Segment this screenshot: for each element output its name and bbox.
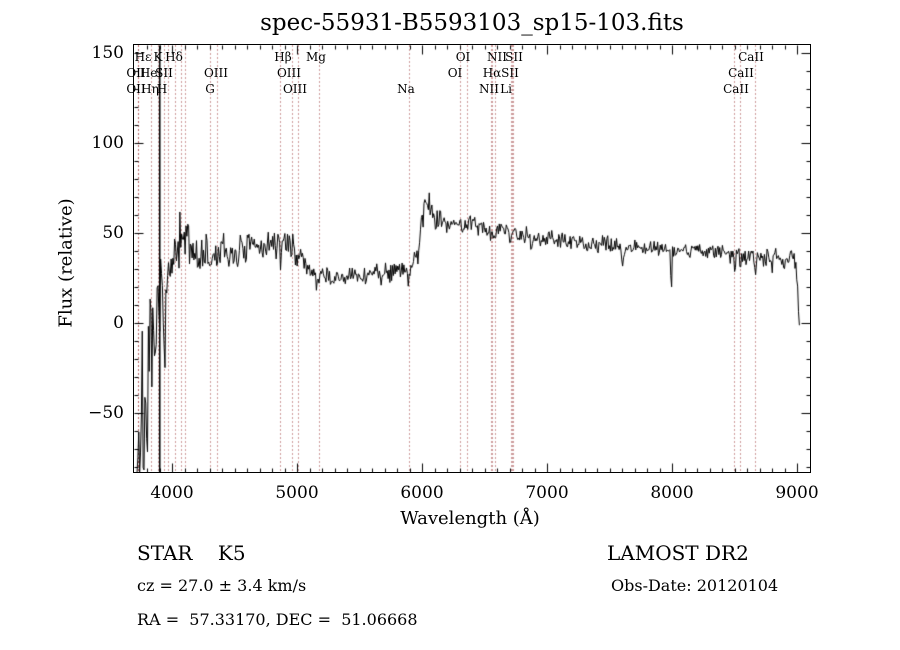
x-tick-label: 7000	[525, 483, 569, 503]
line-marker-label: Hη	[141, 82, 159, 96]
x-tick-label: 8000	[650, 483, 694, 503]
line-marker-label: Hα	[482, 66, 502, 80]
object-class-label: STAR K5	[137, 541, 246, 565]
spectrum-canvas	[134, 45, 810, 472]
line-marker-label: OI	[455, 50, 471, 64]
line-marker-label: Hε	[134, 50, 152, 64]
survey-label: LAMOST DR2	[607, 541, 749, 565]
line-marker-label: NII	[479, 82, 499, 96]
obs-date-value: Obs-Date: 20120104	[611, 576, 779, 595]
line-marker-label: CaII	[723, 82, 749, 96]
line-marker-label: H	[156, 82, 168, 96]
line-marker-label: Mg	[306, 50, 326, 64]
line-marker-label: Na	[397, 82, 415, 96]
y-tick-label: 0	[113, 313, 124, 333]
line-marker-label: K	[153, 50, 163, 64]
line-marker-label: G	[205, 82, 215, 96]
radec-value: RA = 57.33170, DEC = 51.06668	[137, 610, 418, 629]
line-marker-label: OIII	[203, 66, 229, 80]
x-axis-title: Wavelength (Å)	[400, 508, 540, 529]
line-marker-label: OII	[126, 82, 146, 96]
line-marker-label: OII	[126, 66, 146, 80]
line-marker-label: OIII	[282, 82, 308, 96]
line-marker-label: SII	[155, 66, 173, 80]
line-marker-label: NII	[487, 50, 507, 64]
line-marker-label: Hδ	[165, 50, 183, 64]
plot-area: Hε K Hδ Hβ Mg OI NII SII CaII OII HeI SII OIII OIII OI…	[126, 44, 811, 473]
line-marker-label: SII	[505, 50, 523, 64]
line-marker-label: OIII	[276, 66, 302, 80]
line-marker-label: OI	[447, 66, 463, 80]
line-marker-label: CaII	[728, 66, 754, 80]
line-marker-label: SII	[501, 66, 519, 80]
line-marker-label: Li	[500, 82, 512, 96]
y-tick-label: −50	[88, 403, 124, 423]
line-marker-label: HeI	[139, 66, 163, 80]
y-tick-label: 150	[91, 43, 124, 63]
plot-title: spec-55931-B5593103_sp15-103.fits	[260, 10, 684, 36]
cz-value: cz = 27.0 ± 3.4 km/s	[137, 576, 307, 595]
x-tick-label: 9000	[775, 483, 819, 503]
y-tick-label: 100	[91, 133, 124, 153]
line-marker-label: CaII	[738, 50, 764, 64]
y-tick-label: 50	[102, 223, 124, 243]
x-tick-label: 6000	[400, 483, 444, 503]
x-tick-label: 4000	[150, 483, 194, 503]
y-axis-title: Flux (relative)	[55, 198, 77, 328]
x-tick-label: 5000	[275, 483, 319, 503]
line-marker-label: Hβ	[274, 50, 292, 64]
